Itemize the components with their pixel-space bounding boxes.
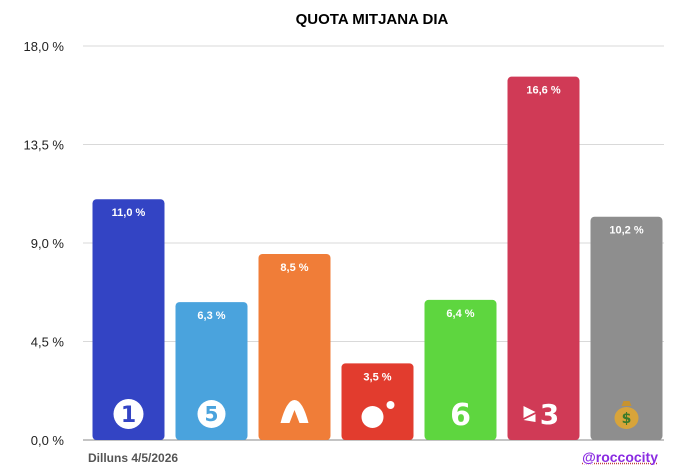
svg-text:1: 1	[121, 403, 136, 428]
data-label: 6,3 %	[197, 310, 225, 322]
data-label: 6,4 %	[446, 308, 474, 320]
chart-title: QUOTA MITJANA DIA	[296, 11, 449, 28]
money-bag-icon: $	[614, 401, 639, 429]
bar-la-1	[92, 199, 165, 440]
data-label: 8,5 %	[280, 262, 308, 274]
svg-text:6: 6	[450, 398, 471, 433]
author-handle[interactable]: @roccocity	[582, 449, 658, 465]
y-tick-label: 4,5 %	[31, 335, 65, 350]
lasexta-logo-icon: 6	[450, 398, 471, 433]
data-label: 10,2 %	[609, 225, 643, 237]
y-tick-label: 0,0 %	[31, 433, 65, 448]
bar-altres	[590, 216, 663, 440]
tv3-logo-icon: 3	[523, 398, 559, 431]
bar-lasexta	[424, 299, 497, 440]
y-tick-label: 18,0 %	[24, 39, 65, 54]
bar-tv3	[507, 76, 580, 441]
cuatro-logo-icon	[361, 401, 395, 428]
data-label: 3,5 %	[363, 371, 391, 383]
bar-antena-3	[258, 253, 331, 440]
data-label: 11,0 %	[112, 207, 146, 219]
la1-logo-icon: 1	[113, 399, 144, 429]
footer-date: Dilluns 4/5/2026	[88, 451, 179, 465]
antena3-logo-icon	[280, 400, 309, 423]
bar-telecinco	[175, 302, 248, 440]
y-tick-label: 13,5 %	[24, 138, 65, 153]
svg-text:$: $	[622, 411, 632, 427]
telecinco-logo-icon: 5	[197, 400, 226, 428]
svg-text:5: 5	[205, 402, 219, 426]
y-tick-label: 9,0 %	[31, 236, 65, 251]
bar-cuatro	[341, 363, 414, 440]
svg-text:3: 3	[540, 398, 559, 431]
data-label: 16,6 %	[526, 85, 560, 97]
